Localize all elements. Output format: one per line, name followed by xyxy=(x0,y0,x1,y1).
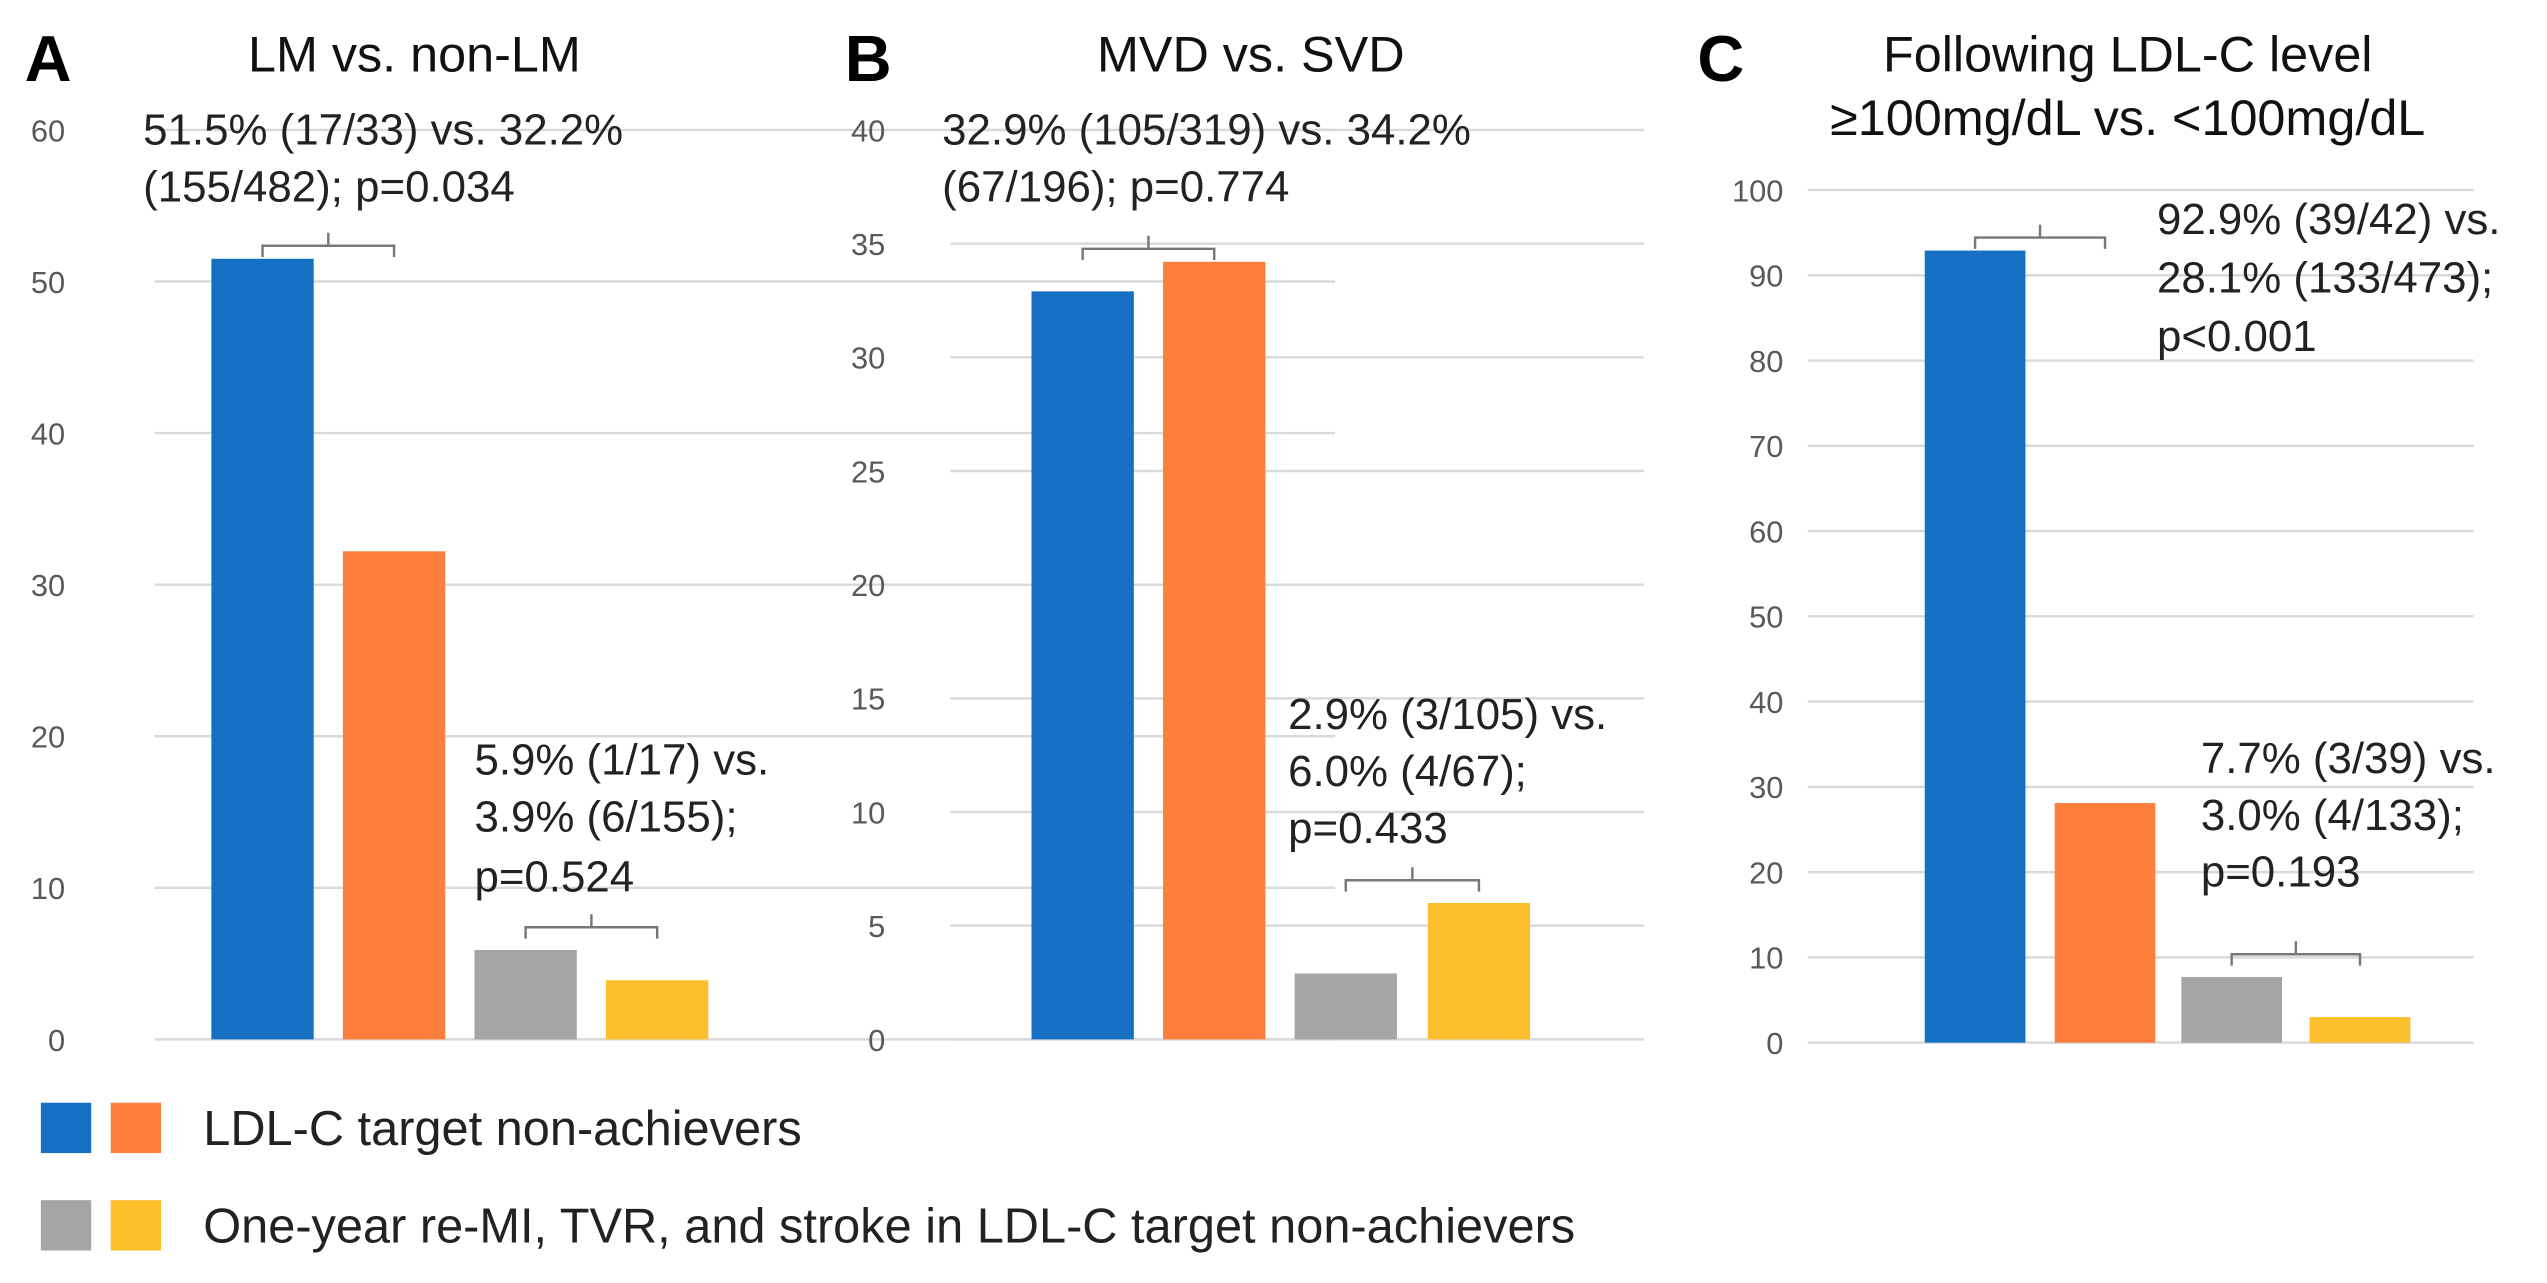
panel-c: C Following LDL-C level ≥100mg/dL vs. <100… xyxy=(1697,22,2500,1061)
legend-label-events: One-year re-MI, TVR, and stroke in LDL-C… xyxy=(203,1199,1575,1253)
y-tick-label: 5 xyxy=(868,909,885,944)
bar-orange xyxy=(342,551,446,1040)
annotation-line: 3.9% (6/155); xyxy=(474,793,737,842)
y-tick-label: 0 xyxy=(1766,1026,1783,1061)
y-tick-label: 20 xyxy=(851,568,885,603)
y-tick-label: 40 xyxy=(851,113,885,148)
y-tick-label: 60 xyxy=(1749,514,1783,549)
y-tick-label: 0 xyxy=(868,1023,885,1058)
y-tick-label: 10 xyxy=(31,871,65,906)
annotation-line: (155/482); p=0.034 xyxy=(143,162,515,211)
annotation-line: 51.5% (17/33) vs. 32.2% xyxy=(143,106,623,155)
y-tick-label: 10 xyxy=(851,795,885,830)
bar-blue xyxy=(1924,250,2026,1043)
y-tick-label: 0 xyxy=(48,1023,65,1058)
annotation-line: 6.0% (4/67); xyxy=(1288,747,1527,796)
y-tick-label: 60 xyxy=(31,113,65,148)
y-tick-label: 30 xyxy=(851,341,885,376)
annotation-line: p<0.001 xyxy=(2157,312,2317,361)
y-tick-label: 30 xyxy=(31,568,65,603)
bar-gray xyxy=(474,949,577,1040)
y-tick-label: 25 xyxy=(851,454,885,489)
legend-swatch-yellow xyxy=(110,1200,162,1251)
annotation-line: 7.7% (3/39) vs. xyxy=(2201,734,2496,783)
annotation-line: 3.0% (4/133); xyxy=(2201,791,2464,840)
bar-yellow xyxy=(606,980,709,1040)
legend-swatch-blue xyxy=(40,1102,92,1154)
y-tick-label: 30 xyxy=(1749,770,1783,805)
bar-gray xyxy=(1294,973,1397,1040)
bar-yellow xyxy=(2309,1017,2411,1043)
y-tick-label: 90 xyxy=(1749,259,1783,294)
annotation-line: p=0.193 xyxy=(2201,848,2361,897)
legend-swatch-gray xyxy=(40,1200,92,1251)
y-tick-label: 40 xyxy=(1749,685,1783,720)
panel-letter: C xyxy=(1697,22,1744,95)
y-tick-label: 35 xyxy=(851,227,885,262)
annotation-line: p=0.524 xyxy=(474,853,634,902)
annotation-line: 92.9% (39/42) vs. xyxy=(2157,195,2501,244)
bar-orange xyxy=(2054,803,2156,1043)
legend-label-non-achievers: LDL-C target non-achievers xyxy=(203,1102,801,1156)
annotation-line: 2.9% (3/105) vs. xyxy=(1288,690,1607,739)
annotation-line: p=0.433 xyxy=(1288,804,1448,853)
annotation-line: 32.9% (105/319) vs. 34.2% xyxy=(942,106,1471,155)
panel-title: LM vs. non-LM xyxy=(248,25,581,82)
significance-bracket xyxy=(1081,235,1216,261)
significance-bracket xyxy=(2230,941,2362,966)
significance-bracket xyxy=(261,232,396,258)
bar-blue xyxy=(1031,291,1134,1040)
bar-gray xyxy=(2181,976,2283,1043)
legend: LDL-C target non-achievers One-year re-M… xyxy=(40,1102,1575,1253)
panel-letter: B xyxy=(845,22,892,95)
y-tick-label: 15 xyxy=(851,682,885,717)
significance-bracket xyxy=(1344,867,1481,892)
y-tick-label: 50 xyxy=(1749,600,1783,635)
panel-b: B MVD vs. SVD 0 5 10 15 20 25 30 35 40 32.9% (105/3… xyxy=(845,22,1644,1058)
panel-title: ≥100mg/dL vs. <100mg/dL xyxy=(1830,89,2425,146)
bar-yellow xyxy=(1427,902,1531,1040)
panel-title: Following LDL-C level xyxy=(1883,25,2373,82)
y-tick-label: 50 xyxy=(31,265,65,300)
bar-blue xyxy=(211,258,314,1040)
panel-letter: A xyxy=(25,22,72,95)
annotation-line: 5.9% (1/17) vs. xyxy=(474,736,769,785)
significance-bracket xyxy=(524,914,659,939)
annotation-line: (67/196); p=0.774 xyxy=(942,162,1289,211)
annotation-line: 28.1% (133/473); xyxy=(2157,253,2493,302)
y-tick-label: 20 xyxy=(1749,855,1783,890)
y-tick-label: 10 xyxy=(1749,941,1783,976)
bar-orange xyxy=(1163,261,1266,1040)
y-tick-label: 70 xyxy=(1749,429,1783,464)
y-tick-label: 80 xyxy=(1749,344,1783,379)
panel-title: MVD vs. SVD xyxy=(1097,25,1405,82)
y-tick-label: 40 xyxy=(31,416,65,451)
y-tick-label: 20 xyxy=(31,720,65,755)
y-tick-label: 100 xyxy=(1732,173,1783,208)
legend-swatch-orange xyxy=(110,1102,162,1154)
significance-bracket xyxy=(1973,224,2107,249)
